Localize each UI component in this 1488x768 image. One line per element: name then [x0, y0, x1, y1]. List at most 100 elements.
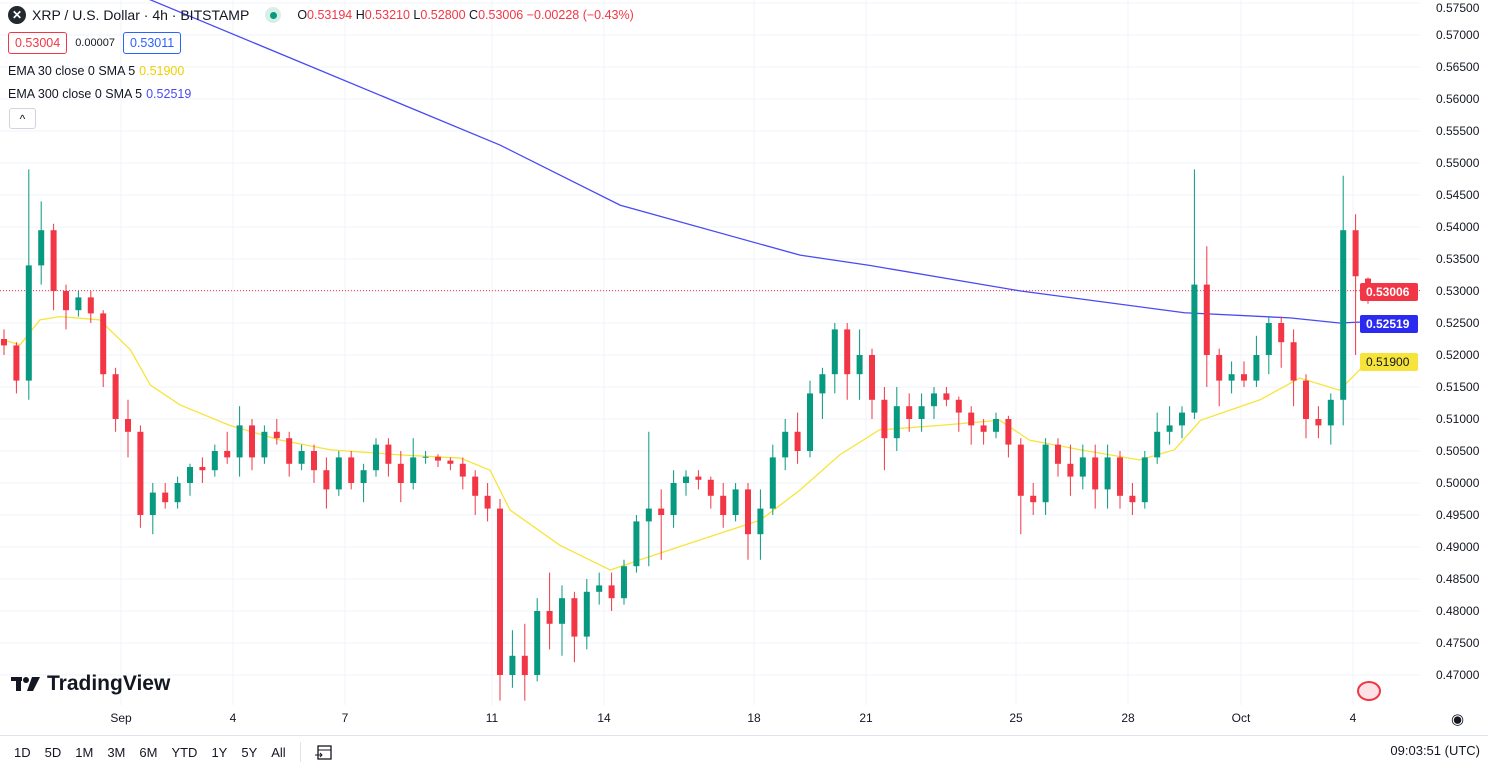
x-tick-label: 4	[1350, 711, 1357, 725]
candle-body	[112, 374, 119, 419]
candle-body	[335, 457, 342, 490]
candle-body	[1216, 355, 1223, 381]
candle-body	[1154, 431, 1161, 458]
candle-body	[13, 345, 20, 381]
price-axis	[1420, 0, 1488, 735]
sell-button[interactable]: 0.53004	[8, 32, 68, 54]
candle-body	[125, 419, 131, 432]
us-flag-events-icon[interactable]	[1357, 681, 1381, 701]
candle-body	[633, 521, 640, 567]
candle-body	[621, 566, 627, 599]
y-tick-label: 0.48500	[1436, 572, 1480, 586]
candle-body	[137, 431, 144, 515]
candle-body	[707, 479, 714, 496]
candle-body	[149, 492, 156, 515]
candle-body	[224, 451, 231, 458]
indicator-ema300[interactable]: EMA 300 close 0 SMA 5 0.52519	[8, 87, 192, 101]
candle-body	[670, 483, 677, 515]
y-tick-label: 0.50000	[1436, 476, 1480, 490]
candle-body	[1030, 495, 1037, 503]
candle-body	[645, 508, 652, 522]
candle-body	[447, 460, 454, 464]
y-tick-label: 0.55500	[1436, 124, 1480, 138]
candle-body	[1315, 419, 1322, 426]
y-tick-label: 0.56000	[1436, 92, 1480, 106]
candle-body	[1079, 457, 1086, 477]
candle-body	[1203, 284, 1210, 355]
candle-body	[497, 508, 503, 675]
calendar-goto-icon[interactable]	[314, 743, 333, 761]
x-tick-label: 11	[486, 711, 499, 725]
tradingview-logo[interactable]: TradingView	[11, 672, 170, 696]
candle-body	[211, 451, 218, 471]
candle-body	[75, 297, 82, 311]
collapse-legend-button[interactable]: ^	[9, 108, 36, 129]
candle-body	[298, 451, 305, 464]
candle-body	[819, 374, 826, 394]
candle-body	[199, 467, 206, 471]
y-tick-label: 0.51500	[1436, 380, 1480, 394]
ema30-price-label: 0.51900	[1360, 353, 1418, 371]
clock-timezone[interactable]: 09:03:51 (UTC)	[1390, 743, 1480, 758]
candle-body	[50, 230, 57, 291]
candle-body	[695, 476, 702, 480]
range-1d[interactable]: 1D	[14, 744, 31, 760]
candle-body	[397, 463, 404, 483]
candle-body	[720, 495, 727, 515]
candle-body	[38, 230, 45, 266]
candle-body	[100, 313, 107, 375]
candle-body	[534, 611, 541, 675]
symbol-title[interactable]: XRP / U.S. Dollar · 4h · BITSTAMP	[32, 7, 250, 23]
candle-body	[881, 399, 888, 439]
candle-body	[1005, 419, 1012, 445]
market-open-dot-icon	[265, 7, 282, 23]
indicator-ema30[interactable]: EMA 30 close 0 SMA 5 0.51900	[8, 64, 185, 78]
candle-body	[1179, 412, 1185, 426]
buy-button[interactable]: 0.53011	[122, 32, 182, 54]
candle-body	[844, 329, 851, 375]
candle-body	[1327, 399, 1334, 426]
candle-body	[794, 431, 801, 451]
y-tick-label: 0.53000	[1436, 284, 1480, 298]
candle-body	[1191, 284, 1198, 413]
candle-body	[782, 431, 789, 458]
range-1m[interactable]: 1M	[75, 744, 94, 760]
candle-body	[1, 339, 7, 346]
spread-value: 0.00007	[75, 37, 115, 49]
range-5d[interactable]: 5D	[44, 744, 62, 760]
candle-body	[484, 495, 491, 509]
range-6m[interactable]: 6M	[139, 744, 158, 760]
x-tick-label: 14	[597, 711, 611, 725]
candle-body	[1042, 444, 1049, 503]
xrp-logo-icon: ✕	[8, 6, 26, 24]
x-tick-label: 7	[342, 711, 349, 725]
candle-body	[1129, 495, 1136, 503]
y-tick-label: 0.56500	[1436, 60, 1480, 74]
candle-body	[745, 489, 751, 535]
candle-body	[943, 393, 950, 400]
range-all[interactable]: All	[271, 744, 286, 760]
candle-body	[893, 406, 900, 439]
x-tick-label: Sep	[110, 711, 132, 725]
range-1y[interactable]: 1Y	[211, 744, 228, 760]
candle-body	[955, 399, 962, 413]
candle-body	[410, 457, 417, 483]
range-3m[interactable]: 3M	[107, 744, 126, 760]
candle-body	[980, 425, 987, 432]
candle-body	[658, 508, 665, 515]
y-tick-label: 0.51000	[1436, 412, 1480, 426]
range-5y[interactable]: 5Y	[241, 744, 258, 760]
y-tick-label: 0.47000	[1436, 668, 1480, 682]
price-chart[interactable]: 0.57500 0.57000 0.56500 0.56000 0.55500 0.550…	[0, 0, 1488, 735]
range-ytd[interactable]: YTD	[171, 744, 198, 760]
candle-body	[348, 457, 355, 483]
candle-body	[583, 591, 590, 637]
eye-icon[interactable]: ◉	[1451, 711, 1465, 728]
candle-body	[236, 425, 243, 458]
candle-body	[1067, 463, 1074, 477]
candle-body	[323, 470, 330, 490]
y-tick-label: 0.50500	[1436, 444, 1480, 458]
candle-body	[521, 655, 528, 675]
candle-body	[968, 412, 975, 426]
candle-body	[831, 329, 838, 375]
